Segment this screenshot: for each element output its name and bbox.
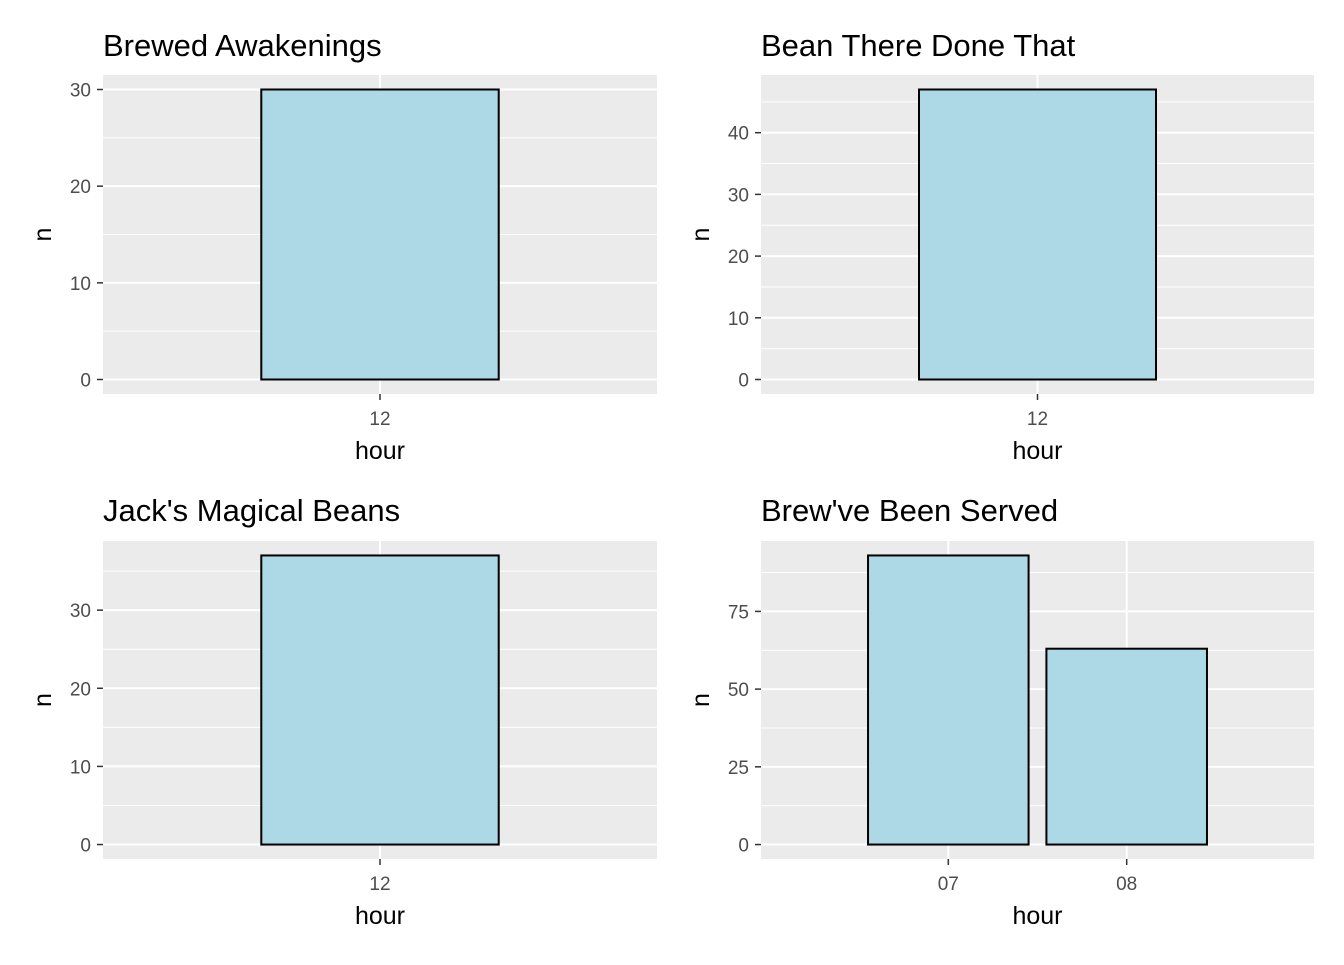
x-tick-label: 07 xyxy=(938,874,959,895)
bar-12 xyxy=(918,88,1157,381)
y-tick-label: 0 xyxy=(738,836,749,857)
panel-2: 0 10 20 30 40 12 hour n Bean There Done That xyxy=(687,28,1314,465)
y-tick-label: 0 xyxy=(80,836,91,857)
bar-12 xyxy=(260,88,500,381)
y-axis-title: n xyxy=(687,228,715,242)
x-axis-title: hour xyxy=(355,902,405,930)
x-axis-title: hour xyxy=(355,437,405,465)
y-tick-label: 10 xyxy=(728,309,749,330)
y-tick-label: 30 xyxy=(70,601,91,622)
y-tick-label: 75 xyxy=(728,602,749,623)
bar-08 xyxy=(1045,647,1208,846)
y-tick-label: 25 xyxy=(728,758,749,779)
x-tick-label: 12 xyxy=(369,874,390,895)
y-tick-label: 10 xyxy=(70,757,91,778)
y-tick-label: 20 xyxy=(728,247,749,268)
chart-title: Jack's Magical Beans xyxy=(103,493,400,528)
chart-title: Bean There Done That xyxy=(761,28,1076,63)
x-tick-label: 12 xyxy=(1027,409,1048,430)
x-tick-label: 12 xyxy=(369,409,390,430)
y-tick-label: 10 xyxy=(70,274,91,295)
y-tick-label: 50 xyxy=(728,680,749,701)
x-axis-title: hour xyxy=(1012,902,1062,930)
y-tick-label: 0 xyxy=(80,371,91,392)
y-tick-label: 0 xyxy=(738,371,749,392)
panel-4: 0 25 50 75 07 08 hour n Brew've Been Served xyxy=(687,493,1314,930)
chart-title: Brew've Been Served xyxy=(761,493,1058,528)
y-tick-label: 30 xyxy=(728,185,749,206)
chart-title: Brewed Awakenings xyxy=(103,28,382,63)
panel-background xyxy=(761,541,1314,859)
x-axis-title: hour xyxy=(1012,437,1062,465)
y-axis-title: n xyxy=(29,693,57,707)
y-tick-label: 30 xyxy=(70,81,91,102)
y-tick-label: 20 xyxy=(70,679,91,700)
y-axis-title: n xyxy=(29,228,57,242)
y-axis-title: n xyxy=(687,693,715,707)
x-tick-label: 08 xyxy=(1116,874,1137,895)
panel-3: 0 10 20 30 12 hour n Jack's Magical Beans xyxy=(29,493,657,930)
y-tick-label: 20 xyxy=(70,177,91,198)
bar-12 xyxy=(260,554,500,846)
bar-07 xyxy=(867,554,1030,846)
panel-1: 0 10 20 30 12 hour n Brewed Awakenings xyxy=(29,28,657,465)
y-tick-label: 40 xyxy=(728,124,749,145)
